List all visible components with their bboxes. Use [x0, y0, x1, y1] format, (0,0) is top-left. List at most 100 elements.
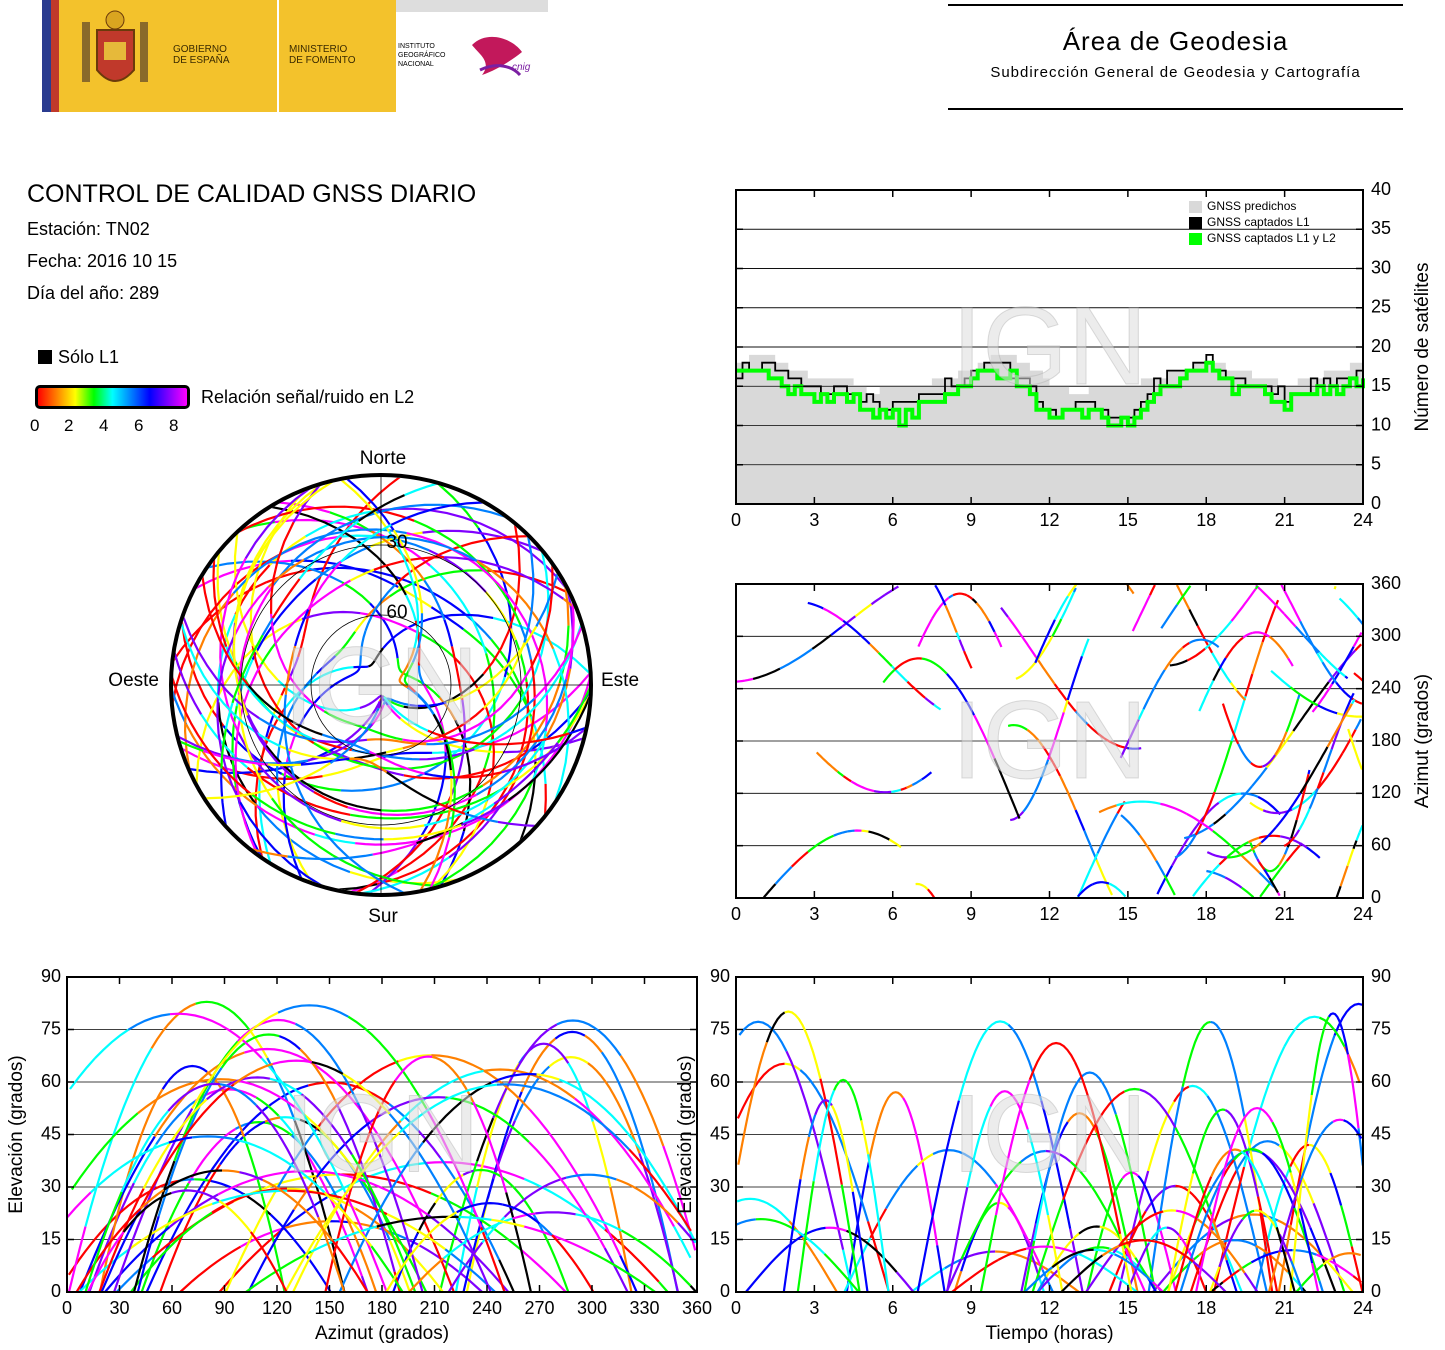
satellite-track [414, 678, 441, 699]
satellite-track [619, 1055, 665, 1147]
satellite-track [1312, 1202, 1342, 1281]
satellite-track [796, 1181, 815, 1293]
satellite-track [877, 651, 893, 667]
satellite-track [1279, 835, 1308, 849]
satellite-track [264, 1116, 281, 1123]
satellite-track [381, 784, 484, 813]
satellite-track [1191, 1108, 1226, 1174]
snr-tick: 2 [64, 416, 74, 435]
y-tick-label: 300 [1371, 625, 1401, 645]
satellite-track [422, 529, 544, 553]
satellite-track [284, 1158, 375, 1293]
satellite-track [1101, 1244, 1120, 1257]
satellite-track [235, 505, 415, 535]
satellite-track [569, 726, 587, 735]
satellite-track [1254, 1246, 1268, 1293]
satellite-track [348, 1080, 397, 1193]
legend-solo-l1: Sólo L1 [38, 347, 119, 368]
satellite-track [1010, 810, 1025, 822]
satellite-track [1224, 876, 1243, 889]
satellite-track [807, 1114, 817, 1138]
y-tick-label: 45 [41, 1123, 61, 1143]
satellite-track [462, 1169, 475, 1176]
satellite-track [1186, 647, 1206, 662]
satellite-track [1293, 829, 1301, 838]
satellite-track [535, 1211, 576, 1216]
satellite-track [657, 1281, 669, 1293]
date-label: Fecha: 2016 10 15 [27, 251, 178, 271]
satellite-track [1237, 743, 1252, 764]
satellite-track [1093, 1248, 1116, 1256]
satellite-track [1167, 1173, 1195, 1293]
snr-tick: 8 [169, 416, 179, 435]
satellite-track [523, 1225, 591, 1253]
satellite-track [458, 1215, 492, 1221]
satellite-track [1224, 1109, 1260, 1197]
satellite-track [1275, 1226, 1296, 1293]
gov-label: GOBIERNO DE ESPAÑA [173, 44, 230, 66]
satellite-track [450, 646, 464, 701]
satellite-track [552, 648, 570, 804]
satellite-track [1271, 1121, 1292, 1173]
satellite-track [402, 738, 427, 743]
satellite-track [822, 607, 844, 622]
satellite-track [745, 1245, 789, 1293]
satellite-track [269, 505, 407, 596]
satellite-track [933, 703, 942, 711]
satellite-track [869, 643, 880, 654]
satellite-track [258, 717, 318, 742]
satellite-track [341, 581, 371, 605]
satellite-track [315, 1121, 371, 1178]
satellite-track [936, 1245, 946, 1293]
satellite-track [1179, 1175, 1225, 1293]
satellite-track [408, 1257, 445, 1293]
satellite-track [1240, 1150, 1278, 1228]
legend-solo-l1-label: Sólo L1 [58, 347, 120, 367]
satellite-track [1047, 711, 1065, 761]
ring-label: 60 [386, 602, 407, 623]
satellite-track [799, 1069, 828, 1108]
satellite-track [854, 603, 873, 618]
y-tick-label: 0 [1371, 1281, 1381, 1301]
satellite-track [1285, 698, 1300, 733]
satellite-track [502, 1203, 541, 1225]
satellite-track [1166, 1226, 1180, 1236]
satellite-track [1015, 661, 1037, 680]
satellite-track [1335, 885, 1342, 898]
satellite-track [1255, 1244, 1289, 1273]
satellite-track [385, 747, 403, 754]
satellite-track [1248, 836, 1260, 844]
satellite-track [298, 560, 315, 580]
satellite-track [1149, 584, 1156, 596]
satellite-track [234, 691, 259, 856]
satellite-track [1155, 860, 1166, 876]
satellite-track [466, 1239, 492, 1293]
satellite-track [439, 830, 465, 888]
satellite-track [233, 1062, 274, 1086]
satellite-track [1192, 863, 1221, 897]
satellite-track [1315, 752, 1344, 792]
satellite-track [917, 617, 934, 648]
satellite-track [1046, 1214, 1064, 1293]
satellite-track [423, 786, 506, 827]
satellite-track [921, 1162, 939, 1246]
satellite-track [1181, 1020, 1211, 1087]
satellite-track [1045, 1149, 1072, 1163]
satellite-track [1278, 1233, 1293, 1262]
satellite-track [1230, 588, 1257, 622]
satellite-track [249, 1231, 288, 1293]
satellite-track [195, 1000, 252, 1033]
satellite-track [282, 1220, 326, 1230]
satellite-track [932, 1148, 997, 1185]
satellite-track [1175, 1184, 1213, 1224]
satellite-track [351, 749, 420, 761]
satellite-track [1258, 1208, 1274, 1293]
snr-tick: 0 [30, 416, 40, 435]
satellite-track [67, 1226, 87, 1293]
x-tick-label: 18 [1196, 510, 1216, 530]
satellite-track [167, 1082, 221, 1112]
satellite-track [1341, 728, 1357, 754]
satellite-track [267, 763, 301, 767]
satellite-track [528, 674, 589, 785]
satellite-track [260, 640, 278, 665]
